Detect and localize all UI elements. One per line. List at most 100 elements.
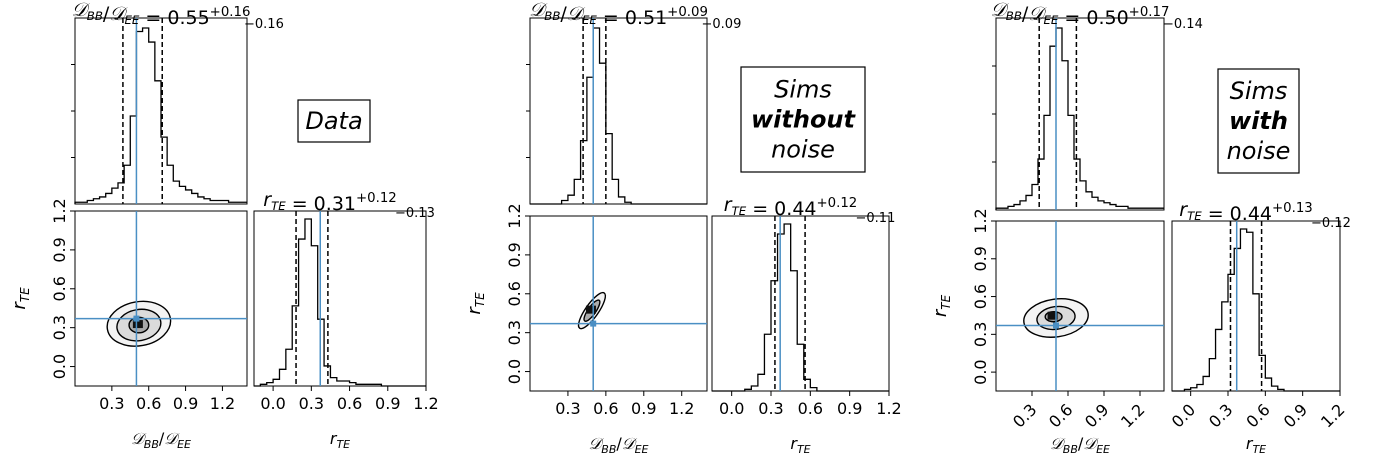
dataset-label-line: Sims — [774, 76, 832, 104]
side-x-tick-label: 0.3 — [1205, 400, 1236, 431]
joint-panel: 0.3 0.6 0.9 1.2 0.0 0.3 0.6 0.9 1.2 — [505, 203, 708, 418]
truth-marker — [590, 320, 597, 327]
dataset-label-line: without — [751, 106, 857, 134]
density-peak — [585, 305, 596, 314]
side-title: rTE = 0.44+0.12 — [724, 194, 858, 220]
side-title-sub: −0.11 — [856, 211, 896, 226]
d-histogram-steps — [995, 27, 1164, 210]
r-histogram-steps — [712, 223, 889, 392]
side-histogram-panel: 0.0 0.3 0.6 0.9 1.2 — [1168, 220, 1348, 431]
joint-panel-frame — [995, 220, 1165, 392]
side-panel-frame — [1171, 220, 1341, 392]
joint-x-tick-label: 0.6 — [593, 399, 618, 418]
joint-x-tick-label: 1.2 — [1117, 400, 1148, 431]
side-histogram-panel: 0.0 0.3 0.6 0.9 1.2 — [711, 215, 902, 418]
side-x-tick-label: 0.3 — [299, 394, 324, 413]
joint-y-tick-label: 0.3 — [505, 320, 524, 345]
density-peak — [132, 320, 143, 329]
joint-y-axis-label: rTE — [930, 294, 953, 317]
joint-y-tick-label: 0.6 — [505, 281, 524, 306]
side-x-tick-label: 0.6 — [337, 394, 362, 413]
side-x-tick-label: 1.2 — [1317, 400, 1348, 431]
joint-x-tick-label: 0.6 — [1045, 400, 1076, 431]
truth-marker — [1053, 322, 1059, 329]
top-title: 𝒟BB/𝒟EE = 0.51+0.09 — [529, 0, 708, 29]
side-x-tick-label: 0.9 — [1280, 400, 1311, 431]
joint-x-tick-label: 0.9 — [173, 394, 198, 413]
r-histogram-steps — [1172, 228, 1340, 392]
joint-x-tick-label: 1.2 — [210, 394, 235, 413]
d-histogram-steps — [74, 27, 247, 204]
joint-x-tick-label: 0.9 — [631, 399, 656, 418]
top-histogram-panel — [992, 17, 1165, 211]
truth-marker — [133, 315, 140, 322]
dataset-label-line: noise — [771, 136, 835, 164]
d-histogram-steps — [530, 27, 707, 205]
side-x-tick-label: 0.0 — [719, 399, 744, 418]
joint-y-tick-label: 1.2 — [505, 203, 524, 228]
joint-x-tick-label: 0.3 — [99, 394, 124, 413]
side-x-tick-label: 1.2 — [413, 394, 438, 413]
side-x-tick-label: 0.9 — [375, 394, 400, 413]
joint-y-axis-label: rTE — [464, 292, 487, 315]
joint-x-tick-label: 0.6 — [136, 394, 161, 413]
side-x-tick-label: 0.3 — [758, 399, 783, 418]
joint-x-tick-label: 1.2 — [669, 399, 694, 418]
joint-y-tick-label: 0.3 — [50, 315, 69, 340]
joint-y-tick-label: 0.9 — [505, 242, 524, 267]
top-title-sub: −0.14 — [1163, 17, 1203, 32]
side-title-sub: −0.12 — [1311, 216, 1351, 231]
top-title-sub: −0.09 — [702, 17, 742, 32]
joint-x-tick-label: 0.9 — [1081, 400, 1112, 431]
corner-plot-2: 𝒟BB/𝒟EE = 0.51+0.09−0.090.3 0.6 0.9 1.20.00… — [464, 0, 902, 456]
joint-panel: 0.3 0.6 0.9 1.20.00.30.60.91.2 — [50, 198, 248, 413]
top-panel-frame — [529, 17, 708, 205]
joint-panel-frame — [529, 215, 708, 392]
dataset-label-line: with — [1229, 107, 1288, 135]
top-histogram-panel — [526, 17, 708, 205]
joint-y-tick-label: 0.0 — [505, 359, 524, 384]
side-x-axis-label: rTE — [790, 434, 810, 456]
joint-y-tick-label: 0.6 — [971, 284, 990, 309]
side-x-tick-label: 0.0 — [1168, 400, 1199, 431]
side-panel-frame — [711, 215, 890, 392]
joint-y-tick-label: 0.6 — [50, 276, 69, 301]
side-x-tick-label: 0.6 — [798, 399, 823, 418]
dataset-label-line: Sims — [1230, 77, 1288, 105]
corner-plot-1: 𝒟BB/𝒟EE = 0.55+0.16−0.160.3 0.6 0.9 1.20.00… — [9, 0, 439, 451]
side-x-tick-label: 1.2 — [876, 399, 901, 418]
joint-x-axis-label: 𝒟BB/𝒟EE — [589, 434, 649, 456]
dataset-label-line: noise — [1227, 137, 1291, 165]
side-x-axis-label: rTE — [1246, 434, 1266, 456]
side-title: rTE = 0.31+0.12 — [263, 189, 397, 215]
side-x-tick-label: 0.0 — [260, 394, 285, 413]
r-histogram-steps — [254, 218, 426, 387]
joint-x-axis-label: 𝒟BB/𝒟EE — [1050, 434, 1110, 456]
joint-panel: 0.3 0.6 0.9 1.20.00.30.60.91.2 — [971, 208, 1165, 431]
joint-x-tick-label: 0.3 — [1009, 400, 1040, 431]
side-histogram-panel: 0.0 0.3 0.6 0.9 1.2 — [253, 210, 439, 413]
top-histogram-panel — [71, 17, 248, 205]
side-panel-frame — [253, 210, 427, 387]
side-title: rTE = 0.44+0.13 — [1179, 199, 1313, 225]
joint-y-tick-label: 1.2 — [971, 208, 990, 233]
dataset-label-line: Data — [305, 107, 362, 135]
joint-panel-frame — [74, 210, 248, 387]
joint-y-axis-label: rTE — [9, 287, 32, 310]
joint-y-tick-label: 1.2 — [50, 198, 69, 223]
density-peak — [1047, 311, 1058, 320]
side-x-tick-label: 0.6 — [1242, 400, 1273, 431]
top-title: 𝒟BB/𝒟EE = 0.55+0.16 — [72, 0, 251, 29]
top-title-sub: −0.16 — [244, 17, 284, 32]
joint-y-tick-label: 0.3 — [971, 322, 990, 347]
corner-plot-3: 𝒟BB/𝒟EE = 0.50+0.17−0.140.3 0.6 0.9 1.20.00… — [930, 0, 1351, 456]
dataset-label-box — [297, 99, 371, 143]
joint-y-tick-label: 0.0 — [971, 359, 990, 384]
side-title-sub: −0.13 — [395, 206, 435, 221]
dataset-label-box — [740, 66, 866, 173]
joint-x-tick-label: 0.3 — [555, 399, 580, 418]
top-title: 𝒟BB/𝒟EE = 0.50+0.17 — [991, 0, 1170, 29]
joint-y-tick-label: 0.9 — [50, 237, 69, 262]
joint-y-tick-label: 0.9 — [971, 246, 990, 271]
